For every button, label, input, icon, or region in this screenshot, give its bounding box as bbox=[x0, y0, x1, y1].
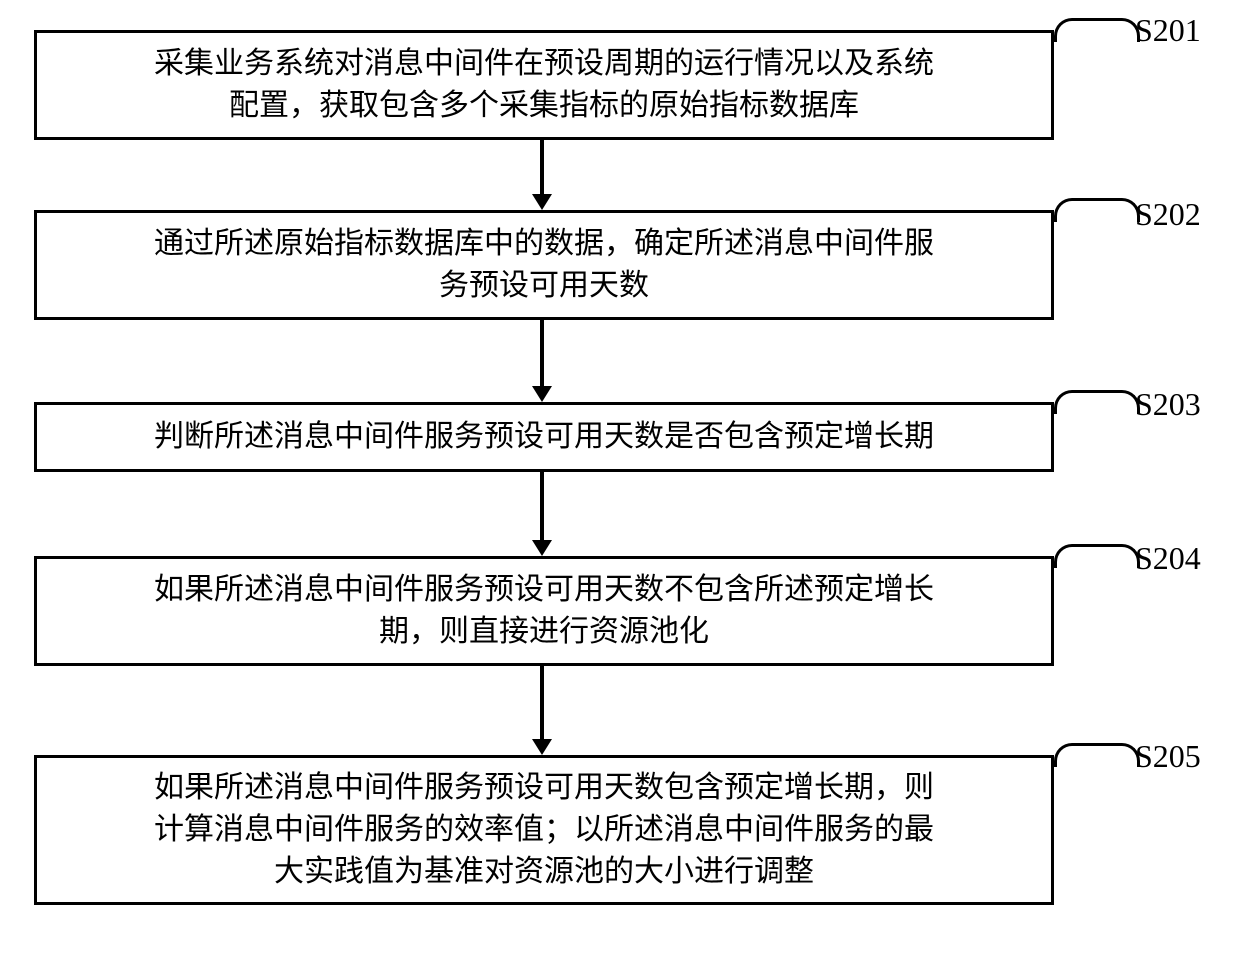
connector-s201 bbox=[1054, 18, 1140, 42]
step-box-s202: 通过所述原始指标数据库中的数据，确定所述消息中间件服 务预设可用天数 bbox=[34, 210, 1054, 320]
step-label-s203: S203 bbox=[1135, 386, 1201, 423]
step-label-s201: S201 bbox=[1135, 12, 1201, 49]
step-box-s205: 如果所述消息中间件服务预设可用天数包含预定增长期，则 计算消息中间件服务的效率值… bbox=[34, 755, 1054, 905]
step-label-s205: S205 bbox=[1135, 738, 1201, 775]
step-text-s204: 如果所述消息中间件服务预设可用天数不包含所述预定增长 期，则直接进行资源池化 bbox=[154, 569, 934, 653]
connector-s204 bbox=[1054, 544, 1140, 568]
arrow-line-4 bbox=[540, 666, 544, 739]
arrow-head-4 bbox=[532, 739, 552, 755]
flowchart-container: 采集业务系统对消息中间件在预设周期的运行情况以及系统 配置，获取包含多个采集指标… bbox=[0, 0, 1240, 953]
arrow-head-2 bbox=[532, 386, 552, 402]
step-text-s205: 如果所述消息中间件服务预设可用天数包含预定增长期，则 计算消息中间件服务的效率值… bbox=[154, 767, 934, 893]
connector-s203 bbox=[1054, 390, 1140, 414]
step-text-s203: 判断所述消息中间件服务预设可用天数是否包含预定增长期 bbox=[154, 416, 934, 458]
arrow-line-2 bbox=[540, 320, 544, 386]
step-box-s201: 采集业务系统对消息中间件在预设周期的运行情况以及系统 配置，获取包含多个采集指标… bbox=[34, 30, 1054, 140]
arrow-line-1 bbox=[540, 140, 544, 194]
connector-s202 bbox=[1054, 198, 1140, 222]
arrow-head-3 bbox=[532, 540, 552, 556]
step-label-s202: S202 bbox=[1135, 196, 1201, 233]
step-text-s202: 通过所述原始指标数据库中的数据，确定所述消息中间件服 务预设可用天数 bbox=[154, 223, 934, 307]
arrow-head-1 bbox=[532, 194, 552, 210]
step-label-s204: S204 bbox=[1135, 540, 1201, 577]
connector-s205 bbox=[1054, 743, 1140, 767]
step-box-s204: 如果所述消息中间件服务预设可用天数不包含所述预定增长 期，则直接进行资源池化 bbox=[34, 556, 1054, 666]
arrow-line-3 bbox=[540, 472, 544, 540]
step-text-s201: 采集业务系统对消息中间件在预设周期的运行情况以及系统 配置，获取包含多个采集指标… bbox=[154, 43, 934, 127]
step-box-s203: 判断所述消息中间件服务预设可用天数是否包含预定增长期 bbox=[34, 402, 1054, 472]
